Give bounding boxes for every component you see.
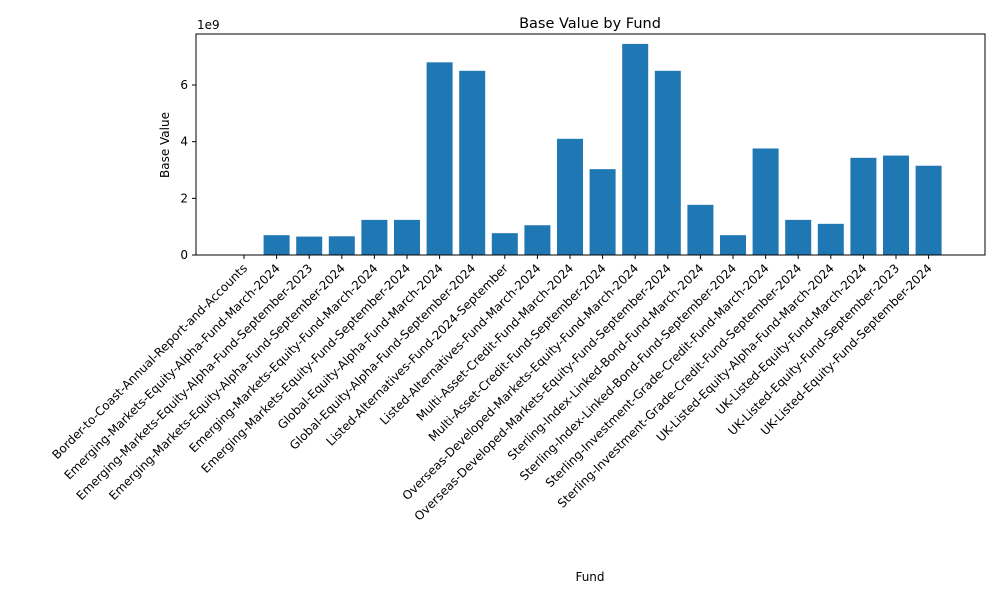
- x-tick-label: Emerging-Markets-Equity-Alpha-Fund-Septe…: [74, 261, 316, 503]
- bar: [687, 204, 714, 255]
- y-ticks-group: 0 2 4 6: [180, 78, 196, 262]
- y-axis-multiplier: 1e9: [197, 18, 220, 32]
- x-tick-label: Emerging-Markets-Equity-Alpha-Fund-March…: [62, 261, 283, 482]
- x-tick-label: Emerging-Markets-Equity-Alpha-Fund-Septe…: [106, 261, 348, 503]
- y-tick-label: 4: [180, 135, 188, 149]
- bar: [589, 169, 616, 255]
- bar: [263, 235, 290, 255]
- y-tick-label: 2: [180, 191, 188, 205]
- chart-title: Base Value by Fund: [519, 16, 661, 32]
- bar: [622, 43, 649, 255]
- y-tick-label: 6: [180, 78, 188, 92]
- bar: [361, 219, 388, 255]
- bars-group: [263, 43, 942, 255]
- bar: [426, 62, 453, 255]
- bar: [654, 70, 681, 255]
- bar: [785, 219, 812, 255]
- bar: [915, 165, 942, 255]
- bar: [850, 157, 877, 255]
- plot-frame: [195, 33, 986, 256]
- bar: [394, 219, 420, 255]
- bar: [459, 70, 486, 255]
- bar: [296, 236, 323, 255]
- x-ticks-group: Border-to-Coast-Annual-Report-and-Accoun…: [49, 255, 935, 523]
- bar: [817, 223, 844, 255]
- y-axis-label: Base Value: [158, 112, 172, 178]
- bar: [557, 138, 583, 255]
- bar: [328, 236, 355, 255]
- bar: [883, 155, 909, 255]
- bar: [752, 148, 779, 255]
- bar: [524, 225, 551, 255]
- bar: [720, 235, 746, 255]
- bar: [491, 233, 518, 255]
- y-tick-label: 0: [180, 248, 188, 262]
- x-axis-label: Fund: [575, 570, 604, 584]
